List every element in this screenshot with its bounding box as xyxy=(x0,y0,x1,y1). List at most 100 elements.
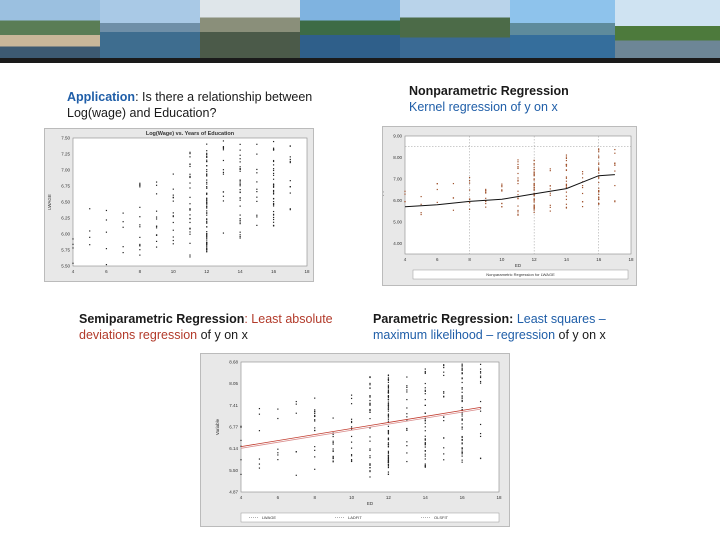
scatter-point xyxy=(206,197,208,199)
x-tick-label: 6 xyxy=(436,257,439,262)
chart-ols-lad: 4 6 8 10 12 14 16 18 4.87 5.50 6.14 6.77 7.41 8.05 8.6… xyxy=(200,353,510,527)
scatter-point xyxy=(598,198,600,201)
scatter-point xyxy=(172,173,174,175)
y-tick-label: 8.00 xyxy=(393,155,402,160)
scatter-point xyxy=(424,439,426,441)
scatter-point xyxy=(565,169,568,172)
scatter-point xyxy=(533,167,535,169)
x-tick-label: 6 xyxy=(277,495,280,500)
scatter-point xyxy=(501,184,503,187)
scatter-point xyxy=(369,449,371,452)
scatter-point xyxy=(598,157,600,159)
scatter-point xyxy=(404,193,406,195)
scatter-point xyxy=(387,439,390,441)
scatter-point xyxy=(479,435,482,438)
scatter-point xyxy=(206,207,208,209)
scatter-point xyxy=(533,171,535,173)
scatter-point xyxy=(479,382,482,384)
scatter-point xyxy=(350,403,353,405)
scatter-point xyxy=(387,405,390,407)
scatter-point xyxy=(406,391,408,393)
scatter-point xyxy=(206,175,208,177)
scatter-point xyxy=(258,458,261,460)
scatter-point xyxy=(387,430,390,432)
scatter-point xyxy=(387,437,390,439)
scatter-point xyxy=(461,363,463,365)
scatter-point xyxy=(369,457,371,459)
scatter-point xyxy=(461,415,463,417)
scatter-point xyxy=(206,220,208,223)
scatter-point xyxy=(461,373,463,375)
scatter-point xyxy=(332,450,334,452)
scatter-point xyxy=(206,192,208,194)
y-tick-label: 9.00 xyxy=(393,134,402,139)
scatter-point xyxy=(468,208,471,210)
scatter-point xyxy=(461,388,463,390)
scatter-point xyxy=(206,214,208,216)
scatter-point xyxy=(239,180,241,182)
scatter-point xyxy=(461,418,463,421)
scatter-point xyxy=(420,212,422,214)
scatter-point xyxy=(350,459,353,461)
scatter-point xyxy=(517,194,519,196)
y-tick-label: 6.75 xyxy=(61,184,70,189)
scatter-point xyxy=(222,146,225,148)
scatter-point xyxy=(332,460,334,462)
scatter-point xyxy=(272,183,275,185)
scatter-point xyxy=(461,369,463,371)
scatter-point xyxy=(206,237,208,239)
scatter-point xyxy=(189,242,191,244)
scatter-point xyxy=(501,189,503,191)
scatter-point xyxy=(461,364,463,366)
scatter-point xyxy=(314,429,316,432)
scatter-point xyxy=(189,221,191,224)
scatter-point xyxy=(172,221,174,224)
scatter-point xyxy=(139,206,141,208)
scatter-point xyxy=(206,236,208,238)
header-banner xyxy=(0,0,720,58)
scatter-point xyxy=(206,239,208,241)
scatter-point xyxy=(295,474,297,476)
banner-photo-2 xyxy=(100,0,200,58)
scatter-point xyxy=(206,187,208,189)
scatter-point xyxy=(424,441,426,444)
scatter-point xyxy=(369,404,371,406)
scatter-point xyxy=(369,427,371,429)
scatter-point xyxy=(206,169,208,171)
scatter-point xyxy=(461,387,463,389)
scatter-point xyxy=(461,435,463,438)
scatter-point xyxy=(206,234,208,236)
scatter-point xyxy=(332,440,334,442)
scatter-point xyxy=(461,406,463,409)
scatter-point xyxy=(155,225,158,227)
scatter-point xyxy=(387,473,390,475)
scatter-point xyxy=(461,423,463,425)
scatter-point xyxy=(387,419,390,421)
scatter-point xyxy=(533,201,535,203)
scatter-point xyxy=(332,433,334,436)
scatter-point xyxy=(172,229,174,231)
scatter-point xyxy=(239,143,241,145)
scatter-point xyxy=(272,148,275,150)
scatter-point xyxy=(222,169,225,171)
scatter-point xyxy=(258,407,261,410)
scatter-point xyxy=(387,378,390,381)
scatter-point xyxy=(387,432,390,434)
scatter-point xyxy=(598,181,600,184)
scatter-point xyxy=(206,212,208,214)
scatter-point xyxy=(206,242,208,245)
scatter-point xyxy=(565,186,568,189)
scatter-point xyxy=(369,464,371,466)
scatter-point xyxy=(272,184,275,186)
scatter-point xyxy=(314,427,316,429)
y-tick-label: 6.00 xyxy=(393,198,402,203)
scatter-point xyxy=(614,170,616,172)
scatter-point xyxy=(565,207,568,209)
scatter-point xyxy=(565,206,568,208)
chart-scatter-lwage: Log(Wage) vs. Years of Education 4 6 8 10 12 1… xyxy=(44,128,314,282)
scatter-point xyxy=(122,226,124,228)
scatter-point xyxy=(461,377,463,379)
scatter-point xyxy=(517,214,519,216)
scatter-point xyxy=(436,183,438,185)
scatter-point xyxy=(350,394,353,396)
